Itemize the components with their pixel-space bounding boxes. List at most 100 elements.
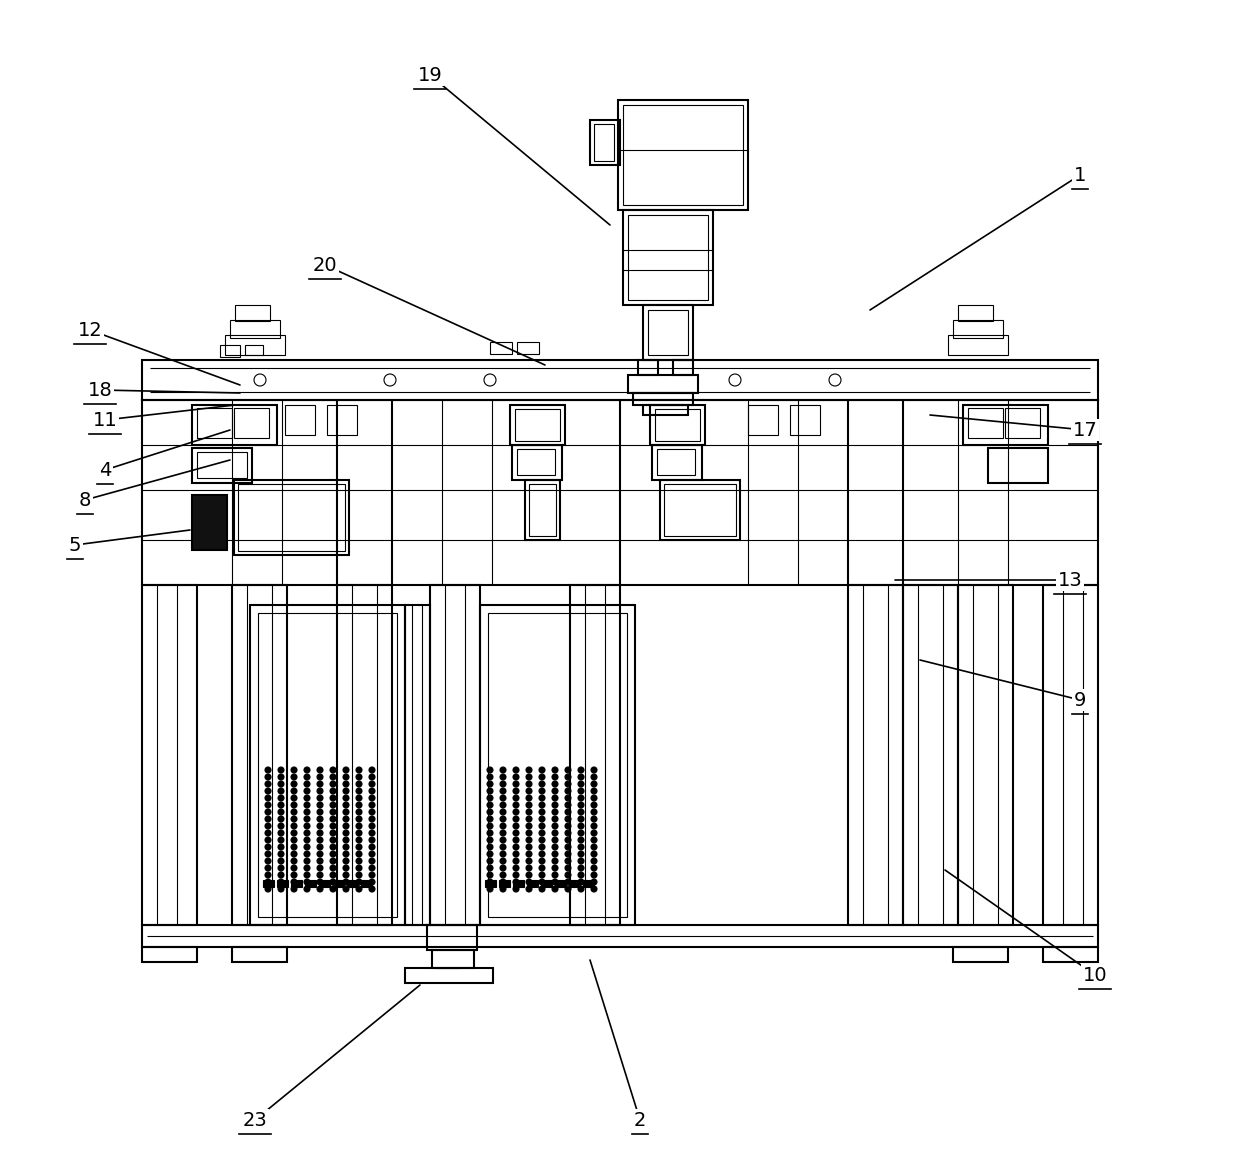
Circle shape (513, 879, 520, 885)
Bar (143, 585, 197, 925)
Circle shape (526, 865, 532, 871)
Circle shape (578, 795, 584, 801)
Circle shape (500, 851, 506, 857)
Circle shape (526, 802, 532, 808)
Circle shape (539, 802, 546, 808)
Circle shape (370, 802, 374, 808)
Circle shape (487, 879, 494, 885)
Circle shape (304, 774, 310, 780)
Circle shape (591, 837, 596, 843)
Circle shape (578, 823, 584, 829)
Circle shape (265, 795, 272, 801)
Circle shape (330, 879, 336, 885)
Bar (644, 405, 688, 415)
Circle shape (291, 844, 298, 850)
Bar (594, 124, 614, 161)
Circle shape (370, 851, 374, 857)
Circle shape (370, 816, 374, 822)
Bar (517, 342, 539, 354)
Bar (663, 484, 737, 536)
Circle shape (291, 795, 298, 801)
Circle shape (578, 851, 584, 857)
Bar (246, 345, 263, 355)
Circle shape (343, 886, 348, 892)
Circle shape (565, 851, 570, 857)
Circle shape (356, 767, 362, 773)
Bar (622, 105, 743, 205)
Circle shape (265, 802, 272, 808)
Circle shape (487, 886, 494, 892)
Bar (649, 310, 688, 355)
Circle shape (343, 872, 348, 878)
Circle shape (370, 837, 374, 843)
Circle shape (578, 865, 584, 871)
Circle shape (343, 774, 348, 780)
Bar (192, 448, 252, 483)
Circle shape (565, 872, 570, 878)
Circle shape (291, 781, 298, 787)
Circle shape (526, 816, 532, 822)
Circle shape (552, 788, 558, 794)
Circle shape (578, 844, 584, 850)
Circle shape (317, 837, 322, 843)
Circle shape (565, 788, 570, 794)
Circle shape (539, 851, 546, 857)
Circle shape (330, 781, 336, 787)
Circle shape (265, 823, 272, 829)
Circle shape (591, 816, 596, 822)
Circle shape (370, 823, 374, 829)
Bar (627, 215, 708, 300)
Bar (1004, 408, 1040, 438)
Circle shape (526, 844, 532, 850)
Bar (192, 495, 227, 550)
Circle shape (552, 879, 558, 885)
Circle shape (330, 837, 336, 843)
Circle shape (513, 781, 520, 787)
Bar (622, 210, 713, 305)
Circle shape (487, 809, 494, 815)
Circle shape (278, 823, 284, 829)
Text: 9: 9 (1074, 691, 1086, 710)
Circle shape (513, 872, 520, 878)
Circle shape (278, 809, 284, 815)
Circle shape (578, 809, 584, 815)
Circle shape (539, 844, 546, 850)
Bar (224, 335, 285, 355)
Bar (963, 405, 1048, 445)
Circle shape (265, 774, 272, 780)
Bar (305, 880, 316, 887)
Circle shape (356, 851, 362, 857)
Circle shape (330, 865, 336, 871)
Circle shape (330, 788, 336, 794)
Circle shape (487, 802, 494, 808)
Circle shape (304, 886, 310, 892)
Bar (234, 480, 348, 555)
Circle shape (291, 802, 298, 808)
Circle shape (343, 865, 348, 871)
Bar (627, 375, 698, 393)
Circle shape (539, 774, 546, 780)
Text: 10: 10 (1083, 965, 1107, 985)
Circle shape (317, 844, 322, 850)
Bar (143, 946, 197, 962)
Bar (427, 925, 477, 950)
Circle shape (278, 837, 284, 843)
Circle shape (552, 795, 558, 801)
Circle shape (591, 795, 596, 801)
Circle shape (526, 830, 532, 836)
Circle shape (265, 851, 272, 857)
Circle shape (578, 788, 584, 794)
Circle shape (304, 823, 310, 829)
Circle shape (591, 886, 596, 892)
Circle shape (291, 774, 298, 780)
Bar (285, 405, 315, 435)
Circle shape (526, 858, 532, 864)
Circle shape (487, 837, 494, 843)
Circle shape (513, 802, 520, 808)
Circle shape (513, 774, 520, 780)
Circle shape (304, 858, 310, 864)
Bar (569, 880, 580, 887)
Circle shape (356, 872, 362, 878)
Circle shape (513, 816, 520, 822)
Circle shape (370, 830, 374, 836)
